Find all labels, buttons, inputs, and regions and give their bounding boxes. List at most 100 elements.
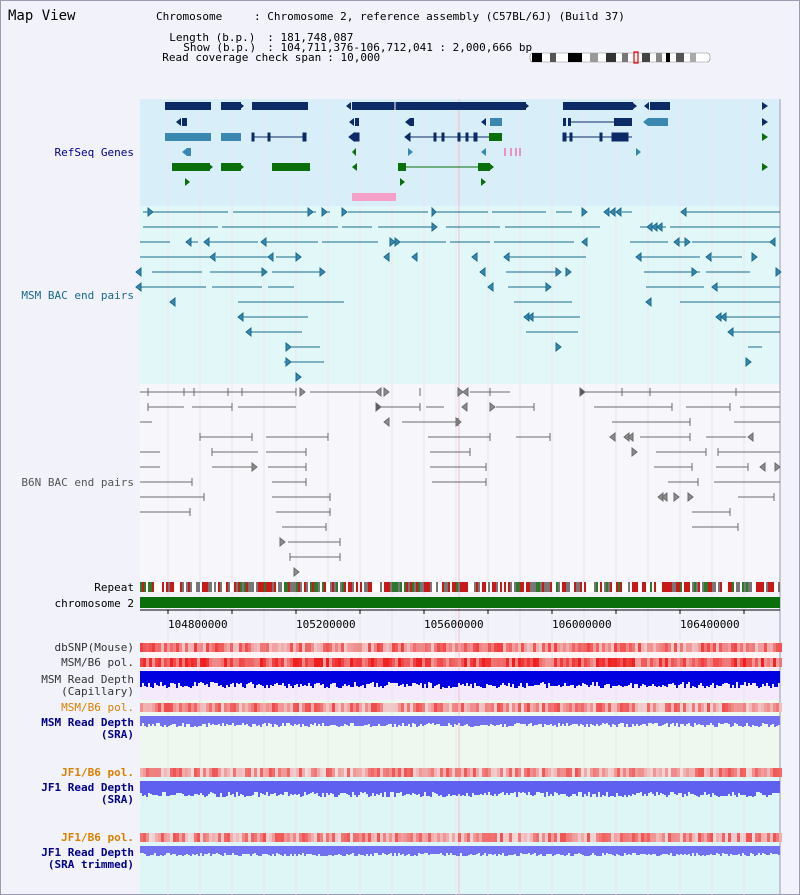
depth-bar (606, 716, 608, 723)
depth-bar (444, 716, 446, 726)
heat-cell (245, 833, 248, 842)
msm-b6-pol-heat-strip[interactable] (140, 658, 782, 667)
track-label-repeat[interactable]: Repeat (94, 581, 134, 594)
depth-bar (384, 671, 386, 686)
heat-cell (203, 703, 206, 712)
depth-bar (396, 671, 398, 683)
track-label-msm-depth-capillary[interactable]: MSM Read Depth (41, 673, 134, 686)
heat-cell (245, 658, 248, 667)
depth-bar (768, 781, 770, 795)
track-label-msm-depth-sra[interactable]: MSM Read Depth (41, 716, 134, 729)
depth-bar (510, 671, 512, 687)
depth-bar (472, 781, 474, 793)
depth-bar (180, 671, 182, 686)
repeat-element (250, 582, 252, 592)
depth-bar (512, 671, 514, 684)
heat-cell (233, 643, 236, 652)
heat-cell (191, 658, 194, 667)
repeat-element (154, 582, 156, 592)
heat-cell (680, 703, 683, 712)
depth-bar (624, 716, 626, 727)
msm-depth-sra-bars[interactable] (140, 716, 780, 727)
depth-bar (654, 846, 656, 854)
heat-cell (401, 703, 404, 712)
depth-bar (430, 781, 432, 797)
depth-bar (196, 671, 198, 686)
msm-b6-pol-heat-strip-2[interactable] (140, 703, 782, 712)
track-label-msm-bac[interactable]: MSM BAC end pairs (21, 289, 134, 302)
heat-cell (446, 768, 449, 777)
depth-bar (652, 671, 654, 684)
repeat-element (560, 582, 562, 592)
jf1-depth-trimmed-bars[interactable] (140, 846, 780, 856)
heat-cell (239, 703, 242, 712)
msm-depth-capillary-bars[interactable] (140, 671, 780, 689)
depth-bar (674, 671, 676, 685)
depth-bar (564, 846, 566, 856)
depth-bar (764, 671, 766, 686)
heat-cell (704, 833, 707, 842)
depth-bar (698, 671, 700, 685)
repeat-element (674, 582, 676, 592)
track-label-msm-b6-pol-2[interactable]: MSM/B6 pol. (61, 701, 134, 714)
repeat-element (676, 582, 678, 592)
track-label-msm-b6-pol[interactable]: MSM/B6 pol. (61, 656, 134, 669)
heat-cell (428, 703, 431, 712)
depth-bar (420, 716, 422, 724)
track-label-b6n-bac[interactable]: B6N BAC end pairs (21, 476, 134, 489)
heat-cell (707, 643, 710, 652)
track-label-refseq[interactable]: RefSeq Genes (54, 146, 134, 159)
jf1-b6-pol-heat-strip[interactable] (140, 768, 782, 777)
track-label-jf1-b6-pol-2[interactable]: JF1/B6 pol. (61, 831, 134, 844)
heat-cell (569, 833, 572, 842)
heat-cell (575, 833, 578, 842)
heat-cell (227, 658, 230, 667)
repeat-element (776, 582, 778, 592)
depth-bar (468, 781, 470, 796)
repeat-element (260, 582, 262, 592)
depth-bar (450, 716, 452, 725)
depth-bar (170, 846, 172, 855)
depth-bar (734, 716, 736, 723)
heat-cell (680, 643, 683, 652)
depth-bar (746, 846, 748, 856)
depth-bar (464, 781, 466, 796)
repeat-element (538, 582, 540, 592)
jf1-depth-sra-bars[interactable] (140, 781, 780, 797)
heat-cell (713, 658, 716, 667)
repeat-track[interactable] (140, 582, 780, 592)
depth-bar (380, 716, 382, 726)
depth-bar (356, 716, 358, 726)
heat-cell (350, 768, 353, 777)
depth-bar (190, 716, 192, 727)
dbsnp-heat-strip[interactable] (140, 643, 782, 652)
depth-bar (260, 846, 262, 856)
depth-bar (470, 846, 472, 854)
heat-cell (422, 643, 425, 652)
heat-cell (719, 658, 722, 667)
depth-bar (362, 716, 364, 726)
track-label-dbsnp[interactable]: dbSNP(Mouse) (54, 641, 134, 654)
depth-bar (396, 716, 398, 727)
heat-cell (449, 703, 452, 712)
repeat-element (624, 582, 626, 592)
track-label-jf1-depth-sra[interactable]: JF1 Read Depth (41, 781, 134, 794)
track-label-jf1-depth-trimmed[interactable]: JF1 Read Depth (41, 846, 134, 859)
repeat-element (608, 582, 610, 592)
depth-bar (366, 716, 368, 725)
depth-bar (588, 781, 590, 792)
heat-cell (653, 768, 656, 777)
depth-bar (158, 781, 160, 796)
depth-bar (222, 716, 224, 723)
depth-bar (570, 781, 572, 796)
track-label-jf1-b6-pol[interactable]: JF1/B6 pol. (61, 766, 134, 779)
jf1-b6-pol-heat-strip-2[interactable] (140, 833, 782, 842)
depth-bar (628, 671, 630, 685)
heat-cell (323, 768, 326, 777)
depth-bar (324, 716, 326, 726)
depth-bar (620, 846, 622, 856)
